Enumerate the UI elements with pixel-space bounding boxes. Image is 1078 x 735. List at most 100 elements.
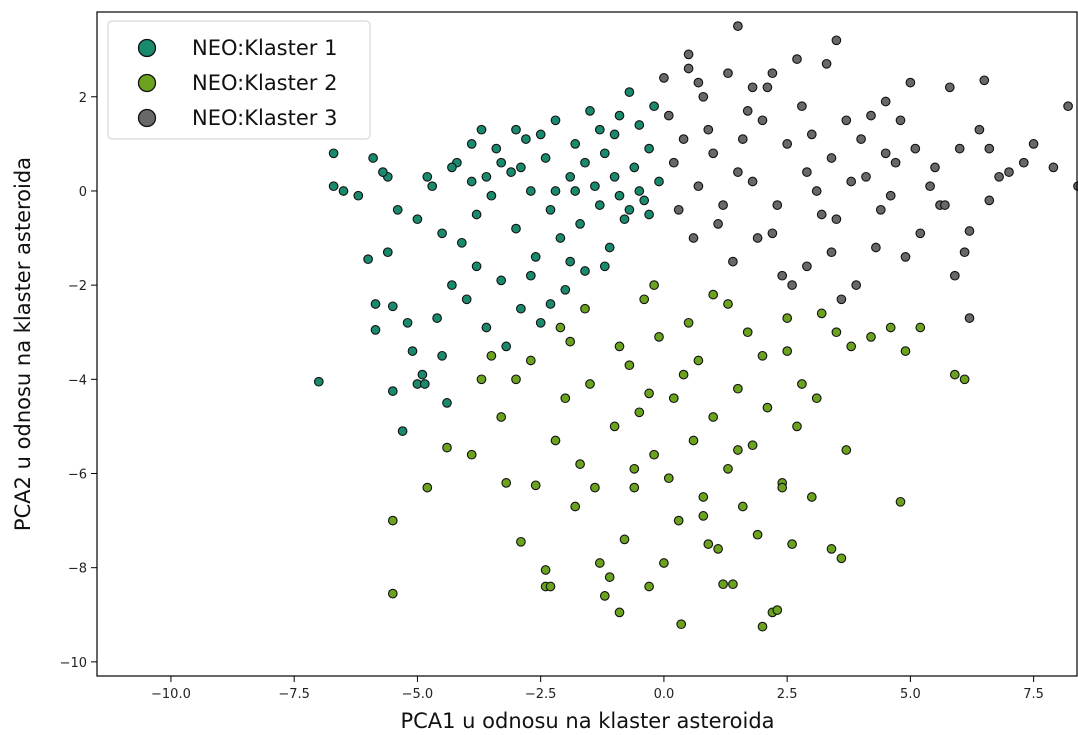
data-point-s1-32: [471, 261, 482, 272]
data-point-s1-30: [466, 176, 477, 187]
data-point-s3-76: [678, 134, 689, 144]
data-point-s1-56: [590, 181, 600, 192]
data-point-s1-80: [609, 171, 620, 182]
data-point-s2-50: [742, 327, 753, 338]
data-point-s2-16: [565, 336, 576, 347]
data-point-s3-44: [673, 204, 684, 215]
data-point-s2-49: [737, 501, 748, 512]
data-point-s2-65: [836, 553, 847, 564]
data-point-s2-67: [846, 341, 857, 352]
data-point-s3-70: [940, 200, 950, 210]
data-point-s3-14: [954, 143, 965, 154]
data-point-s2-20: [594, 558, 605, 568]
data-point-s1-53: [575, 219, 585, 229]
data-point-s2-46: [723, 463, 733, 474]
data-point-s2-8: [511, 374, 521, 385]
data-point-s1-0: [313, 376, 324, 387]
data-point-s3-78: [737, 134, 748, 144]
data-point-s2-14: [550, 435, 561, 446]
data-point-s1-42: [521, 134, 531, 144]
data-point-s1-1: [328, 148, 339, 159]
data-point-s2-31: [649, 449, 659, 460]
legend-label-klaster-3: NEO:Klaster 3: [192, 106, 337, 130]
data-point-s3-58: [708, 148, 719, 159]
data-point-s1-57: [594, 200, 605, 210]
data-point-s2-17: [575, 459, 585, 469]
data-point-s3-67: [885, 190, 896, 201]
y-tick-label-5: 0: [79, 185, 87, 200]
data-point-s2-64: [826, 544, 837, 554]
data-point-s2-75: [525, 355, 536, 366]
data-point-s2-44: [713, 544, 723, 554]
data-point-s2-66: [841, 445, 852, 455]
data-point-s1-25: [442, 398, 452, 408]
data-point-s1-29: [461, 294, 472, 305]
data-point-s2-51: [747, 440, 758, 451]
data-point-s1-58: [599, 148, 610, 159]
data-point-s2-10: [530, 480, 541, 491]
x-tick-label-7: 7.5: [1023, 687, 1044, 702]
data-point-s1-61: [614, 190, 625, 201]
data-point-s2-2: [422, 482, 433, 493]
data-point-s3-15: [949, 270, 960, 281]
data-point-s1-45: [535, 317, 546, 328]
data-point-s2-24: [614, 607, 625, 618]
data-point-s1-7: [370, 299, 381, 309]
data-point-s2-26: [624, 360, 635, 371]
data-point-s1-26: [447, 280, 457, 290]
data-point-s1-24: [437, 350, 447, 361]
data-point-s1-60: [609, 129, 620, 140]
data-point-s1-4: [353, 190, 364, 201]
data-point-s1-34: [481, 322, 492, 333]
data-point-s3-6: [1018, 157, 1029, 168]
data-point-s1-76: [550, 186, 561, 196]
x-tick-label-4: 0.0: [654, 687, 675, 702]
y-tick-label-4: −2: [68, 279, 87, 294]
data-point-s1-62: [619, 214, 630, 225]
data-point-s1-14: [397, 426, 408, 436]
data-point-s2-25: [619, 534, 630, 545]
data-point-s2-47: [728, 579, 738, 590]
data-point-s3-49: [747, 82, 758, 93]
data-point-s2-81: [708, 412, 719, 422]
data-point-s3-16: [944, 82, 955, 93]
data-point-s1-90: [614, 110, 625, 121]
data-point-s2-61: [797, 379, 807, 389]
data-point-s1-83: [447, 162, 457, 173]
x-tick-label-6: 5.0: [900, 687, 921, 702]
data-point-s2-28: [634, 407, 645, 418]
data-point-s1-31: [471, 209, 482, 220]
y-tick-label-0: −10: [60, 656, 87, 671]
data-point-s1-81: [624, 204, 635, 215]
data-point-s1-79: [594, 124, 605, 135]
data-point-s1-73: [496, 157, 507, 168]
data-point-s2-92: [723, 299, 733, 309]
data-point-s1-23: [437, 228, 447, 239]
data-point-s3-36: [752, 233, 763, 243]
data-point-s3-9: [984, 195, 995, 206]
data-point-s3-37: [742, 106, 753, 116]
series-1: [313, 87, 664, 436]
data-point-s3-42: [693, 181, 704, 192]
data-point-s3-39: [723, 68, 733, 79]
data-point-s2-53: [757, 621, 768, 632]
y-tick-label-2: −6: [68, 468, 87, 483]
data-point-s3-40: [713, 219, 723, 229]
data-point-s3-24: [871, 242, 881, 253]
data-point-s1-15: [402, 317, 413, 328]
x-tick-label-1: −7.5: [278, 687, 310, 702]
data-point-s1-8: [370, 325, 381, 335]
data-point-s3-5: [1028, 139, 1039, 149]
data-point-s3-46: [659, 73, 669, 83]
data-point-s3-11: [964, 226, 975, 236]
data-point-s1-67: [644, 143, 654, 154]
data-point-s3-55: [895, 115, 906, 126]
data-point-s3-52: [826, 153, 837, 163]
data-point-s2-72: [915, 322, 926, 333]
data-point-s2-63: [816, 308, 827, 319]
data-point-s1-16: [407, 346, 418, 356]
data-point-s1-74: [516, 162, 526, 173]
data-point-s2-82: [733, 445, 743, 455]
legend-entry-klaster-2: NEO:Klaster 2: [137, 71, 337, 95]
data-point-s2-34: [663, 473, 674, 484]
